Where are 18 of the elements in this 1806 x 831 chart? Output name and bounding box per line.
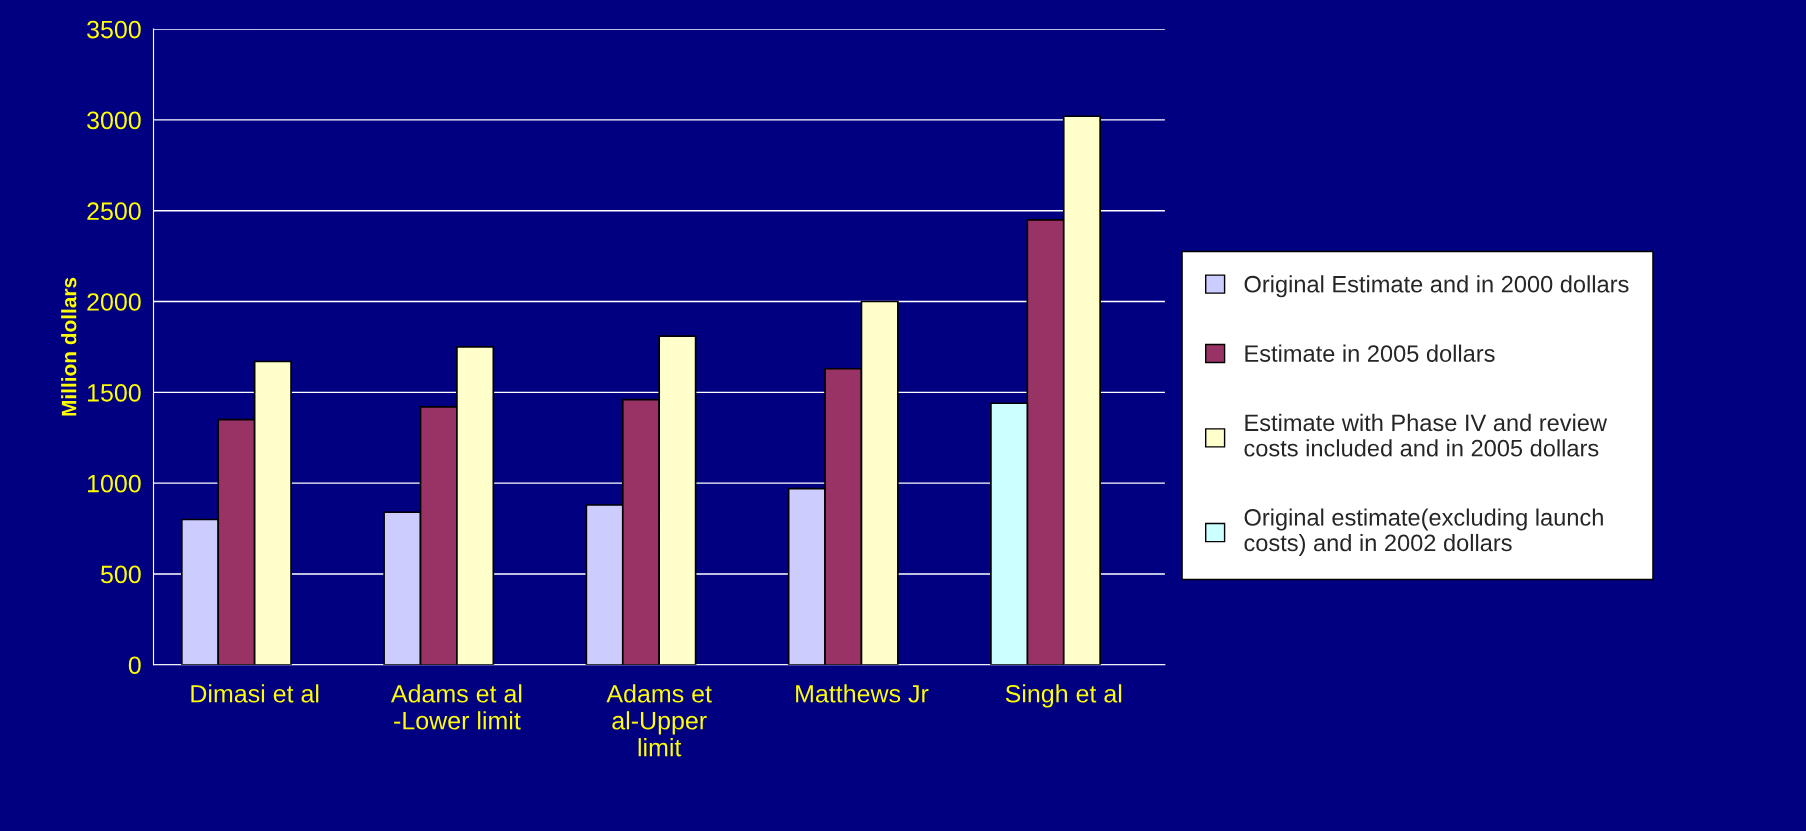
- x-tick-label: Singh et al: [1005, 684, 1122, 708]
- legend-label: Estimate with Phase IV and review costs included and in 2005 dollars: [1244, 413, 1608, 457]
- x-tick-label: Adams et al-Upper limit: [606, 684, 712, 757]
- x-tick-label: Adams et al -Lower limit: [390, 684, 522, 730]
- x-tick-label: Dimasi et al: [191, 684, 319, 703]
- y-tick-label: 2000: [87, 293, 141, 311]
- y-tick-label: 500: [101, 565, 141, 584]
- y-tick-label: 1000: [88, 474, 141, 493]
- x-tick-label: Matthews Jr: [796, 684, 929, 703]
- legend-label: Estimate in 2005 dollars: [1245, 344, 1495, 362]
- legend-label: Original estimate(excluding launch costs) and in 2002 dollars: [1244, 508, 1603, 556]
- legend-label: Original Estimate and in 2000 dollars: [1244, 275, 1629, 298]
- y-tick-label: 3000: [87, 111, 141, 130]
- y-tick-label: 0: [128, 656, 141, 675]
- y-tick-label: 1500: [88, 383, 141, 402]
- y-tick-label: 3500: [87, 20, 141, 39]
- y-axis-title: Million dollars: [61, 277, 77, 416]
- y-tick-label: 2500: [87, 202, 141, 221]
